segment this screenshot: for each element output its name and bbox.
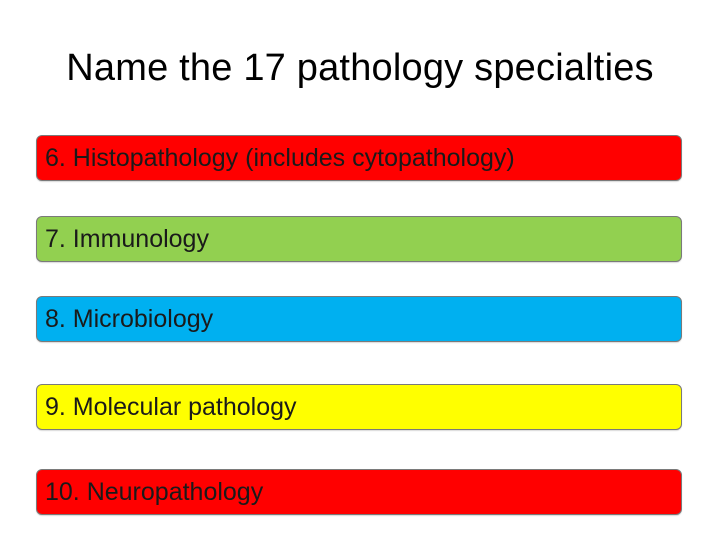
specialty-box-neuropathology: 10. Neuropathology [36, 469, 682, 515]
specialty-box-histopathology: 6. Histopathology (includes cytopatholog… [36, 135, 682, 181]
slide-title: Name the 17 pathology specialties [66, 47, 654, 89]
specialty-box-molecular-pathology: 9. Molecular pathology [36, 384, 682, 430]
specialty-box-immunology: 7. Immunology [36, 216, 682, 262]
specialty-box-microbiology: 8. Microbiology [36, 296, 682, 342]
